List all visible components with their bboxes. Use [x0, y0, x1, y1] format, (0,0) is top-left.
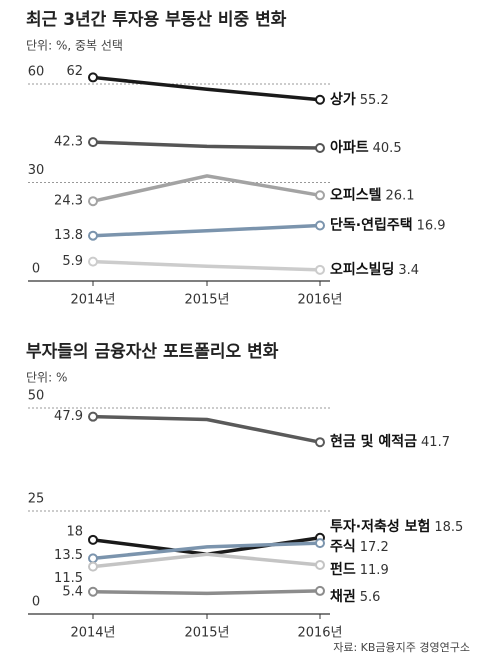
legend-name: 현금 및 예적금: [330, 433, 417, 450]
point: [315, 437, 325, 448]
legend-name: 오피스빌딩: [330, 261, 394, 278]
point: [88, 196, 98, 207]
point: [315, 220, 325, 231]
value-label: 5.9: [62, 254, 83, 269]
value-label: 5.6: [360, 589, 381, 604]
point: [88, 411, 98, 422]
value-label: 47.9: [54, 409, 83, 424]
series-line: [92, 541, 321, 561]
point: [88, 586, 98, 597]
series-line: [92, 223, 321, 238]
series-line: [92, 259, 321, 272]
point: [315, 190, 325, 201]
value-label: 40.5: [373, 141, 402, 156]
end-label: 현금 및 예적금 41.7: [330, 433, 450, 450]
value-label: 11.9: [360, 562, 389, 577]
x-tick-label: 2015년: [184, 626, 229, 641]
value-label: 13.5: [54, 548, 83, 563]
point: [315, 538, 325, 549]
y-tick-label: 30: [28, 163, 45, 178]
series-line: [92, 589, 321, 596]
value-label: 5.4: [62, 584, 83, 599]
point: [315, 585, 325, 596]
end-label: 채권 5.6: [330, 589, 380, 605]
value-label: 16.9: [417, 218, 446, 233]
end-label: 오피스텔 26.1: [330, 187, 414, 203]
end-label: 펀드 11.9: [330, 562, 389, 578]
y-tick-label: 25: [28, 492, 45, 507]
chart-subtitle: 단위: %: [26, 371, 67, 385]
legend-name: 오피스텔: [330, 187, 382, 203]
chart-title: 최근 3년간 투자용 부동산 비중 변화: [26, 10, 287, 30]
end-label: 주식 17.2: [330, 539, 389, 555]
value-label: 13.8: [54, 228, 83, 243]
end-label: 단독·연립주택 16.9: [330, 217, 446, 234]
point: [88, 256, 98, 267]
point: [88, 230, 98, 241]
legend-name: 펀드: [330, 562, 356, 578]
point: [315, 94, 325, 105]
end-label: 아파트 40.5: [330, 139, 402, 156]
value-label: 62: [66, 64, 83, 79]
point: [88, 561, 98, 572]
x-tick-label: 2014년: [70, 626, 115, 641]
series-line: [92, 174, 321, 203]
point: [315, 559, 325, 570]
point: [88, 72, 98, 83]
y-tick-label: 60: [28, 65, 45, 80]
point: [88, 534, 98, 545]
point: [88, 137, 98, 148]
legend-name: 주식: [330, 539, 356, 555]
chart-title: 부자들의 금융자산 포트폴리오 변화: [26, 342, 279, 362]
source: 자료: KB금융지주 경영연구소: [333, 641, 470, 654]
legend-name: 아파트: [330, 139, 369, 156]
value-label: 17.2: [360, 540, 389, 555]
point: [88, 553, 98, 564]
legend-name: 투자·저축성 보험: [330, 518, 430, 535]
value-label: 42.3: [54, 135, 83, 150]
series-line: [92, 414, 321, 444]
value-label: 41.7: [421, 435, 450, 450]
value-label: 11.5: [54, 571, 83, 586]
chart-subtitle: 단위: %, 중복 선택: [26, 39, 123, 53]
series-line: [92, 75, 321, 102]
value-label: 3.4: [398, 262, 419, 277]
legend-name: 단독·연립주택: [330, 217, 413, 234]
x-tick-label: 2016년: [297, 626, 342, 641]
y-tick-label: 50: [28, 389, 45, 404]
x-tick-label: 2014년: [70, 293, 115, 308]
y-tick-label: 0: [32, 595, 40, 610]
x-tick-label: 2015년: [184, 293, 229, 308]
point: [315, 264, 325, 275]
legend-name: 상가: [330, 92, 356, 108]
end-label: 오피스빌딩 3.4: [330, 261, 419, 278]
value-label: 18: [66, 524, 83, 539]
value-label: 55.2: [360, 92, 389, 107]
legend-name: 채권: [330, 589, 356, 605]
value-label: 26.1: [386, 188, 415, 203]
y-tick-label: 0: [32, 262, 40, 277]
value-label: 24.3: [54, 194, 83, 209]
point: [315, 143, 325, 154]
series-line: [92, 552, 321, 569]
end-label: 투자·저축성 보험 18.5: [330, 518, 463, 535]
value-label: 18.5: [434, 519, 463, 534]
x-tick-label: 2016년: [297, 293, 342, 308]
end-label: 상가 55.2: [330, 92, 389, 108]
series-line: [92, 140, 321, 150]
